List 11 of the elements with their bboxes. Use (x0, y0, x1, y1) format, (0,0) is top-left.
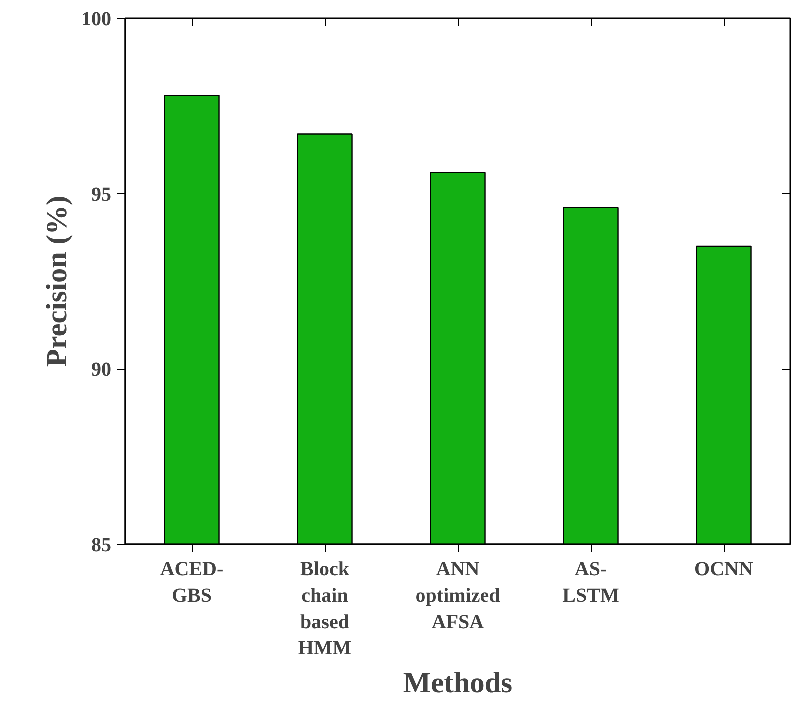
y-tick-label: 90 (92, 359, 112, 382)
y-tick-label: 95 (92, 184, 112, 206)
y-tick-label: 85 (92, 534, 112, 556)
y-axis-title: Precision (%) (42, 196, 74, 368)
x-tick-label: OCNN (694, 558, 754, 580)
x-axis-title: Methods (403, 668, 513, 700)
x-tick-label: Block chain based HMM (298, 558, 352, 660)
x-tick-label: AS- LSTM (562, 558, 620, 607)
y-tick-label: 100 (82, 8, 112, 30)
x-tick-label: ANN optimized AFSA (416, 558, 500, 634)
x-tick-label: ACED- GBS (160, 558, 224, 607)
